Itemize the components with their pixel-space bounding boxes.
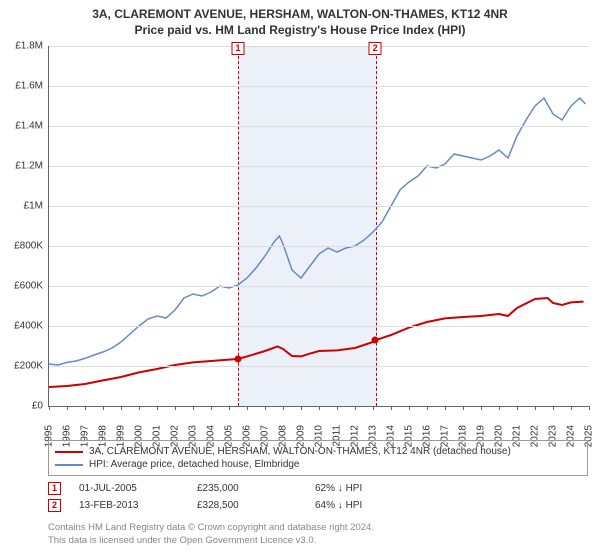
x-tick — [481, 406, 482, 410]
transactions-table: 1 01-JUL-2005 £235,000 62% ↓ HPI 2 13-FEB-201… — [48, 480, 588, 514]
transaction-dot — [235, 356, 242, 363]
gridline — [49, 46, 589, 47]
transaction-index: 1 — [48, 482, 61, 495]
gridline — [49, 166, 589, 167]
y-axis-label: £600K — [0, 281, 43, 292]
transaction-marker: 1 — [232, 42, 245, 55]
x-tick — [589, 406, 590, 410]
gridline — [49, 366, 589, 367]
legend-swatch-hpi — [55, 464, 83, 466]
line-layer — [49, 46, 589, 406]
transaction-row: 2 13-FEB-2013 £328,500 64% ↓ HPI — [48, 497, 588, 514]
x-tick — [49, 406, 50, 410]
x-tick — [211, 406, 212, 410]
x-tick — [499, 406, 500, 410]
transaction-date: 01-JUL-2005 — [79, 483, 179, 494]
y-axis-label: £1.8M — [0, 41, 43, 52]
x-tick — [229, 406, 230, 410]
y-axis-label: £0 — [0, 401, 43, 412]
y-axis-label: £400K — [0, 321, 43, 332]
attribution-text: Contains HM Land Registry data © Crown c… — [48, 522, 588, 548]
legend-swatch-property — [55, 451, 83, 453]
x-tick — [265, 406, 266, 410]
title-subtitle: Price paid vs. HM Land Registry's House … — [0, 22, 600, 38]
title-block: 3A, CLAREMONT AVENUE, HERSHAM, WALTON-ON… — [0, 0, 600, 40]
x-tick — [103, 406, 104, 410]
series-property — [49, 298, 584, 387]
x-tick — [67, 406, 68, 410]
gridline — [49, 126, 589, 127]
transaction-index: 2 — [48, 499, 61, 512]
transaction-price: £328,500 — [197, 500, 297, 511]
x-tick — [319, 406, 320, 410]
transaction-row: 1 01-JUL-2005 £235,000 62% ↓ HPI — [48, 480, 588, 497]
attribution-line1: Contains HM Land Registry data © Crown c… — [48, 522, 588, 535]
transaction-price: £235,000 — [197, 483, 297, 494]
y-axis-label: £800K — [0, 241, 43, 252]
gridline — [49, 286, 589, 287]
gridline — [49, 326, 589, 327]
x-tick — [85, 406, 86, 410]
legend-box: 3A, CLAREMONT AVENUE, HERSHAM, WALTON-ON… — [48, 440, 588, 476]
x-tick — [571, 406, 572, 410]
x-tick — [517, 406, 518, 410]
legend-row-property: 3A, CLAREMONT AVENUE, HERSHAM, WALTON-ON… — [55, 445, 581, 458]
x-tick — [121, 406, 122, 410]
x-tick — [139, 406, 140, 410]
y-axis-label: £1M — [0, 201, 43, 212]
gridline — [49, 246, 589, 247]
x-tick — [193, 406, 194, 410]
x-tick — [391, 406, 392, 410]
x-tick — [445, 406, 446, 410]
y-axis-label: £1.4M — [0, 121, 43, 132]
x-tick — [373, 406, 374, 410]
legend-label-hpi: HPI: Average price, detached house, Elmb… — [89, 459, 300, 470]
y-axis-label: £1.2M — [0, 161, 43, 172]
transaction-date: 13-FEB-2013 — [79, 500, 179, 511]
x-tick — [355, 406, 356, 410]
x-tick — [247, 406, 248, 410]
legend-row-hpi: HPI: Average price, detached house, Elmb… — [55, 458, 581, 471]
series-hpi — [49, 98, 585, 365]
x-tick — [157, 406, 158, 410]
transaction-marker: 2 — [369, 42, 382, 55]
x-tick — [427, 406, 428, 410]
transaction-delta: 64% ↓ HPI — [315, 500, 415, 511]
x-tick — [283, 406, 284, 410]
chart-area: £0£200K£400K£600K£800K£1M£1.2M£1.4M£1.6M… — [48, 46, 588, 406]
gridline — [49, 86, 589, 87]
x-tick — [463, 406, 464, 410]
chart-container: 3A, CLAREMONT AVENUE, HERSHAM, WALTON-ON… — [0, 0, 600, 560]
transaction-dot — [372, 337, 379, 344]
plot-region: £0£200K£400K£600K£800K£1M£1.2M£1.4M£1.6M… — [48, 46, 589, 407]
x-tick — [337, 406, 338, 410]
x-tick — [175, 406, 176, 410]
gridline — [49, 206, 589, 207]
x-tick — [535, 406, 536, 410]
x-tick — [301, 406, 302, 410]
title-address: 3A, CLAREMONT AVENUE, HERSHAM, WALTON-ON… — [0, 6, 600, 22]
attribution-line2: This data is licensed under the Open Gov… — [48, 535, 588, 548]
x-tick — [409, 406, 410, 410]
y-axis-label: £1.6M — [0, 81, 43, 92]
legend-label-property: 3A, CLAREMONT AVENUE, HERSHAM, WALTON-ON… — [89, 446, 511, 457]
x-tick — [553, 406, 554, 410]
transaction-delta: 62% ↓ HPI — [315, 483, 415, 494]
y-axis-label: £200K — [0, 361, 43, 372]
